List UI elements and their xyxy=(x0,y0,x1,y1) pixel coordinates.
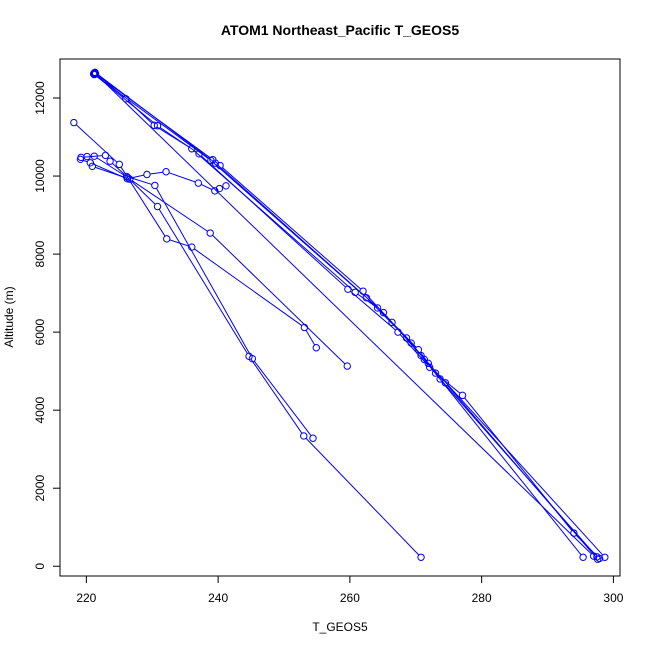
x-axis-label: T_GEOS5 xyxy=(312,620,368,634)
series-layer xyxy=(70,68,609,563)
y-axis-label: Altitude (m) xyxy=(2,286,16,347)
data-point xyxy=(300,432,308,440)
series-line xyxy=(95,75,596,558)
y-tick-label: 10000 xyxy=(33,159,47,193)
series-line xyxy=(97,73,582,556)
data-point xyxy=(589,552,598,560)
series-line xyxy=(83,159,224,190)
y-tick-label: 0 xyxy=(33,563,47,570)
data-point xyxy=(101,151,110,160)
x-tick-label: 220 xyxy=(76,591,96,605)
series-9 xyxy=(76,155,230,195)
x-tick-label: 240 xyxy=(208,591,228,605)
data-point xyxy=(344,285,352,293)
data-point xyxy=(402,334,411,342)
data-point xyxy=(76,155,85,163)
data-point xyxy=(206,229,214,237)
data-point xyxy=(143,170,151,179)
data-point xyxy=(379,308,388,317)
series-line xyxy=(95,166,346,365)
data-point xyxy=(126,175,134,183)
series-line xyxy=(97,75,592,555)
y-tick-label: 4000 xyxy=(33,396,47,423)
series-6 xyxy=(91,70,598,560)
data-point xyxy=(153,202,162,211)
y-tick-label: 2000 xyxy=(33,475,47,502)
data-point xyxy=(194,179,203,187)
data-point xyxy=(373,304,382,312)
series-11 xyxy=(88,162,351,370)
data-point xyxy=(88,162,96,171)
data-point xyxy=(222,182,230,190)
data-point xyxy=(417,351,425,360)
series-line xyxy=(75,124,316,346)
data-point xyxy=(106,157,114,165)
x-axis: 220 240 260 280 300 xyxy=(76,576,624,605)
series-10 xyxy=(83,152,425,561)
data-point xyxy=(579,553,587,561)
data-point xyxy=(162,168,170,176)
data-point xyxy=(91,70,100,78)
data-point xyxy=(211,187,219,195)
data-point xyxy=(309,434,317,442)
data-point xyxy=(417,553,425,561)
series-line xyxy=(97,74,598,557)
plot-frame xyxy=(59,58,621,577)
x-tick-label: 280 xyxy=(472,591,492,605)
x-tick-label: 300 xyxy=(603,591,623,605)
data-point xyxy=(151,181,159,190)
data-point xyxy=(163,235,171,243)
series-line xyxy=(96,76,604,556)
data-point xyxy=(424,359,432,368)
data-point xyxy=(215,184,224,193)
y-tick-label: 8000 xyxy=(33,240,47,267)
data-point xyxy=(388,318,396,327)
y-tick-label: 12000 xyxy=(33,81,47,115)
data-point xyxy=(362,294,371,302)
data-point xyxy=(431,369,440,377)
series-8 xyxy=(77,151,317,442)
y-tick-label: 6000 xyxy=(33,318,47,345)
data-point xyxy=(86,159,95,167)
data-point xyxy=(245,352,253,361)
x-tick-label: 260 xyxy=(340,591,360,605)
chart-title: ATOM1 Northeast_Pacific T_GEOS5 xyxy=(221,22,460,38)
data-point xyxy=(343,362,351,370)
data-point xyxy=(115,160,123,169)
data-point xyxy=(150,121,158,130)
data-point xyxy=(312,344,320,352)
data-point xyxy=(89,70,98,78)
data-point xyxy=(90,152,98,160)
data-point xyxy=(593,553,601,561)
data-point xyxy=(300,323,309,332)
data-point xyxy=(601,553,609,561)
series-5 xyxy=(91,68,587,561)
series-line xyxy=(84,155,312,437)
y-axis: 0 2000 4000 6000 8000 10000 12000 xyxy=(33,81,60,570)
data-point xyxy=(211,159,220,167)
data-point xyxy=(153,122,162,130)
data-point xyxy=(70,118,78,127)
data-point xyxy=(458,391,467,400)
series-1 xyxy=(91,68,604,563)
data-point xyxy=(83,152,91,161)
